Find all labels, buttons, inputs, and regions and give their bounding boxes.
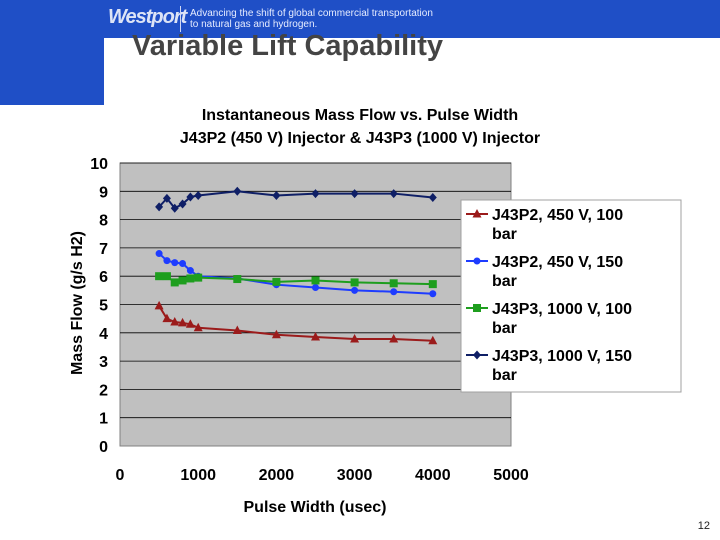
y-tick-label-3: 3: [99, 354, 108, 371]
legend-label-3-line-1: J43P3, 1000 V, 100: [492, 301, 632, 318]
series-3-point-12: [428, 280, 437, 289]
data-series: [154, 186, 438, 345]
series-2-point-11: [390, 288, 398, 296]
series-3-point-8: [272, 277, 281, 286]
legend-swatch-marker-4: [473, 350, 481, 360]
series-4: [155, 186, 437, 213]
series-1: [154, 300, 438, 345]
chart-title: Instantaneous Mass Flow vs. Pulse Width: [202, 107, 518, 124]
series-3-point-3: [170, 278, 179, 287]
series-1-point-7: [232, 325, 242, 335]
series-4-point-1: [155, 202, 164, 212]
series-1-point-11: [389, 334, 399, 343]
y-tick-label-2: 2: [99, 382, 108, 399]
series-2-point-3: [171, 259, 179, 267]
y-tick-labels: 0 1 2 3 4 5 6 7 8 9 10: [90, 156, 108, 456]
header-divider: [180, 6, 181, 32]
series-1-point-9: [311, 332, 320, 341]
series-1-point-10: [350, 334, 360, 343]
y-tick-label-10: 10: [90, 156, 108, 173]
legend-label-2-line-2: bar: [492, 273, 517, 290]
x-tick-labels: 0 1000 2000 3000 4000 5000: [116, 467, 529, 484]
y-tick-label-4: 4: [99, 326, 108, 343]
legend-label-3-line-2: bar: [492, 320, 517, 337]
series-2-point-10: [351, 286, 359, 294]
header-tagline: Advancing the shift of global commercial…: [190, 8, 610, 30]
series-2-point-12: [429, 290, 437, 298]
y-tick-label-0: 0: [99, 439, 108, 456]
legend-label-4-line-1: J43P3, 1000 V, 150: [492, 348, 632, 365]
series-2-point-4: [179, 259, 187, 267]
x-axis-label: Pulse Width (usec): [244, 499, 387, 516]
tagline-line-1: Advancing the shift of global commercial…: [190, 8, 433, 19]
legend-box: [460, 199, 682, 393]
y-tick-label-6: 6: [99, 269, 108, 286]
page-number: 12: [697, 520, 710, 532]
series-3-point-11: [389, 279, 398, 288]
chart-subtitle: J43P2 (450 V) Injector & J43P3 (1000 V) …: [180, 130, 540, 147]
chart-legend: J43P2, 450 V, 100 bar J43P2, 450 V, 150 bar…: [460, 199, 682, 393]
y-tick-label-9: 9: [99, 184, 108, 201]
series-4-point-11: [389, 189, 398, 199]
legend-swatch-marker-3: [473, 304, 481, 312]
series-4-point-2: [162, 193, 171, 203]
series-3: [155, 272, 437, 289]
y-tick-label-1: 1: [99, 411, 108, 428]
brand-block: [0, 0, 104, 105]
series-1-point-8: [271, 329, 281, 339]
series-4-point-3: [170, 203, 179, 213]
series-4-point-7: [233, 186, 242, 196]
legend-label-1-line-2: bar: [492, 226, 517, 243]
legend-swatch-marker-2: [473, 257, 481, 265]
x-tick-label-3000: 3000: [337, 467, 373, 484]
series-1-point-5: [185, 319, 195, 328]
series-3-point-5: [186, 274, 195, 283]
series-1-point-2: [162, 313, 172, 323]
series-3-point-9: [311, 276, 320, 285]
series-4-point-6: [194, 191, 203, 201]
series-1-point-1: [154, 300, 164, 310]
legend-label-1-line-1: J43P2, 450 V, 100: [492, 207, 623, 224]
series-2-point-9: [312, 284, 319, 292]
header-band: [0, 0, 720, 38]
series-3-point-1: [155, 272, 164, 281]
y-tick-label-7: 7: [99, 241, 108, 258]
series-3-point-2: [162, 272, 171, 281]
y-tick-label-5: 5: [99, 298, 108, 315]
series-1-point-6: [193, 322, 203, 332]
y-tick-label-8: 8: [99, 213, 108, 230]
series-4-point-8: [272, 191, 281, 201]
series-3-point-10: [350, 278, 359, 287]
series-4-point-10: [350, 189, 359, 199]
y-axis-label: Mass Flow (g/s H2): [69, 231, 86, 375]
series-3-point-6: [194, 273, 203, 282]
legend-label-4-line-2: bar: [492, 367, 517, 384]
company-logo: Westport: [108, 6, 187, 28]
series-3-point-4: [178, 276, 187, 285]
x-tick-label-4000: 4000: [415, 467, 451, 484]
legend-swatch-marker-1: [472, 209, 482, 218]
series-1-point-3: [170, 317, 180, 326]
x-tick-label-2000: 2000: [259, 467, 295, 484]
series-4-point-12: [428, 193, 437, 203]
series-4-point-4: [178, 199, 187, 209]
x-tick-label-1000: 1000: [180, 467, 216, 484]
series-2-point-2: [163, 257, 171, 265]
tagline-line-2: to natural gas and hydrogen.: [190, 19, 318, 30]
series-4-point-5: [186, 192, 195, 202]
series-4-point-9: [311, 189, 320, 199]
series-1-point-4: [178, 317, 188, 327]
series-1-point-12: [428, 335, 438, 345]
series-3-point-7: [233, 275, 242, 284]
series-2-point-1: [155, 250, 163, 258]
series-2-point-5: [186, 267, 194, 275]
legend-label-2-line-1: J43P2, 450 V, 150: [492, 254, 623, 271]
x-tick-label-0: 0: [116, 467, 125, 484]
slide-title: Variable Lift Capability: [132, 30, 444, 62]
x-tick-label-5000: 5000: [493, 467, 529, 484]
